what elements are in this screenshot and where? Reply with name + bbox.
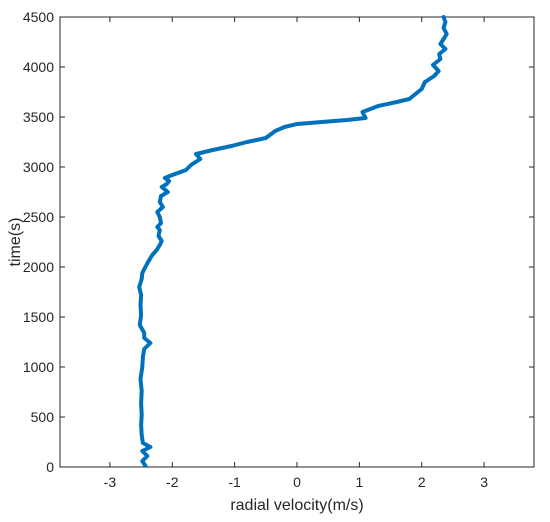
x-tick-label: 1	[355, 474, 363, 490]
y-tick-label: 2500	[23, 209, 54, 225]
x-axis-label: radial velocity(m/s)	[230, 497, 363, 514]
y-tick-label: 3000	[23, 159, 54, 175]
x-tick-label: 2	[418, 474, 426, 490]
y-axis-label: time(s)	[7, 218, 24, 267]
y-tick-label: 1500	[23, 309, 54, 325]
y-tick-label: 0	[46, 459, 54, 475]
y-tick-label: 500	[31, 409, 55, 425]
y-tick-label: 4500	[23, 9, 54, 25]
series-layer	[137, 15, 449, 467]
series-line-0	[137, 15, 449, 467]
x-tick-label: 3	[480, 474, 488, 490]
y-tick-label: 2000	[23, 259, 54, 275]
ticks-layer	[60, 16, 534, 468]
y-tick-label: 3500	[23, 109, 54, 125]
y-tick-label: 1000	[23, 359, 54, 375]
x-tick-label: -2	[166, 474, 179, 490]
x-tick-label: -1	[228, 474, 241, 490]
tick-labels-layer: -3 -2 -1 0 1 2 3 0 500 1000 1500 2000 2500 3000 3500 40…	[23, 9, 488, 490]
y-tick-label: 4000	[23, 59, 54, 75]
x-tick-label: 0	[293, 474, 301, 490]
x-tick-label: -3	[104, 474, 117, 490]
